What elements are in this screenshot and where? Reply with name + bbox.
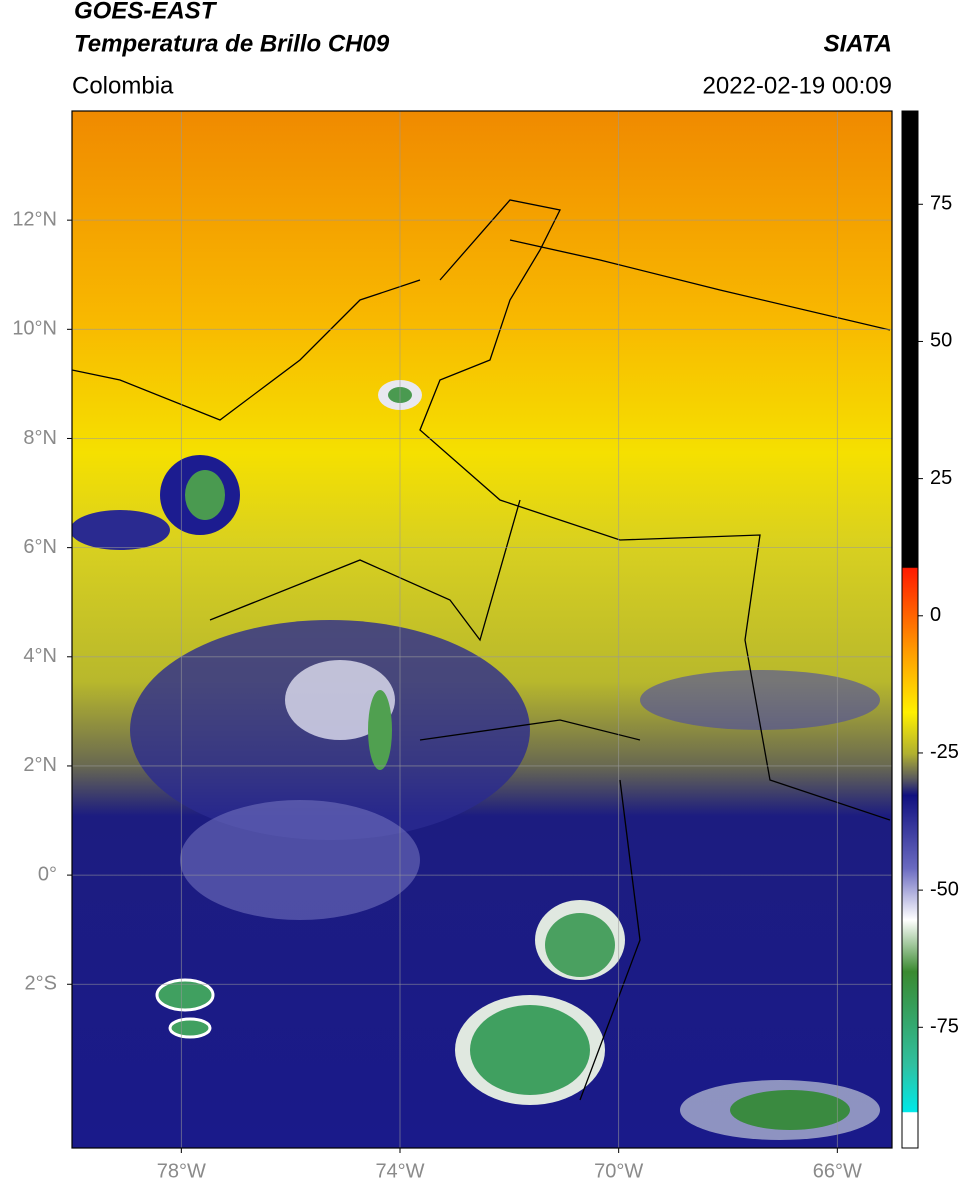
y-tick-label: 12°N — [12, 208, 57, 230]
y-tick-label: 8°N — [23, 427, 57, 449]
y-tick-label: 4°N — [23, 645, 57, 667]
map-frame — [71, 110, 893, 1149]
region: Colombia — [72, 72, 174, 99]
y-tick-label: 0° — [38, 863, 57, 885]
y-tick-label: 2°N — [23, 754, 57, 776]
y-tick-label: 10°N — [12, 318, 57, 340]
colorbar-tick-label: 25 — [930, 467, 952, 489]
colorbar — [901, 110, 919, 1149]
satellite-image — [72, 111, 892, 1148]
colorbar-tick-label: -75 — [930, 1016, 959, 1038]
x-tick-label: 78°W — [157, 1160, 206, 1182]
y-tick-label: 2°S — [25, 973, 57, 995]
colorbar-tick-label: 75 — [930, 193, 952, 215]
colorbar-tick-label: 0 — [930, 604, 941, 626]
y-tick-label: 6°N — [23, 536, 57, 558]
colorbar-tick-label: 50 — [930, 330, 952, 352]
colorbar-tick-label: -25 — [930, 741, 959, 763]
subtitle: Temperatura de Brillo CH09 — [74, 30, 390, 57]
x-tick-label: 74°W — [375, 1160, 424, 1182]
x-tick-label: 66°W — [813, 1160, 862, 1182]
x-tick-label: 70°W — [594, 1160, 643, 1182]
source: SIATA — [824, 30, 892, 57]
colorbar-tick-label: -50 — [930, 878, 959, 900]
datetime: 2022-02-19 00:09 — [703, 72, 893, 99]
title: GOES-EAST — [74, 0, 218, 24]
